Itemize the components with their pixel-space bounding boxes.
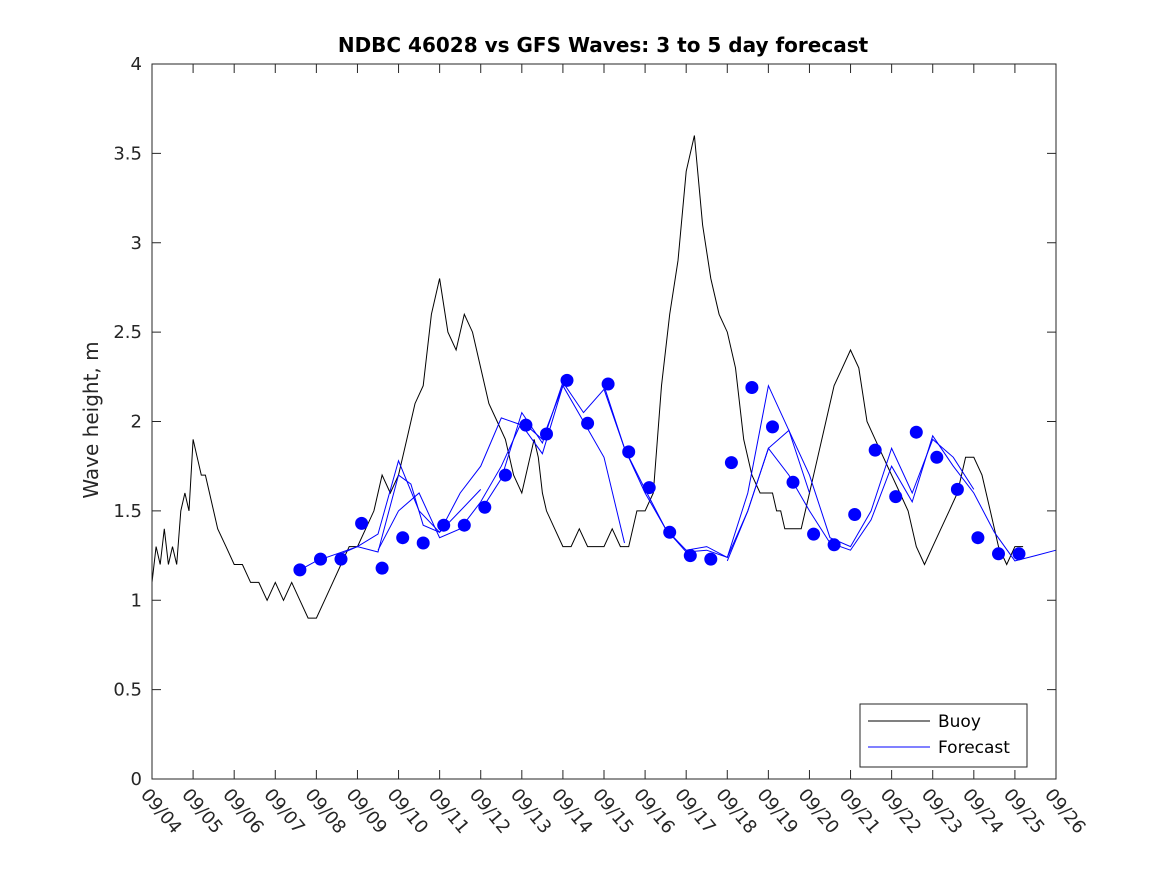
chart-title: NDBC 46028 vs GFS Waves: 3 to 5 day fore… (338, 33, 869, 57)
forecast-run-line-5 (726, 434, 1057, 562)
forecast-marker (314, 552, 327, 566)
forecast-marker (396, 531, 410, 545)
y-tick-label: 3.5 (113, 143, 142, 164)
forecast-marker (848, 508, 862, 521)
forecast-marker (950, 482, 964, 496)
forecast-marker (622, 445, 636, 459)
y-tick-label: 0 (131, 769, 142, 790)
forecast-marker (868, 443, 882, 457)
forecast-marker (642, 481, 656, 495)
forecast-marker (663, 525, 677, 539)
y-tick-label: 2.5 (113, 322, 142, 343)
forecast-marker (807, 527, 821, 541)
forecast-marker (992, 547, 1005, 561)
forecast-marker (581, 416, 595, 430)
forecast-marker (560, 373, 574, 387)
legend-box (859, 703, 1028, 768)
plot-background (152, 64, 1056, 779)
forecast-marker (971, 531, 985, 545)
forecast-marker (601, 377, 615, 391)
y-tick-label: 1.5 (113, 501, 142, 522)
legend-label-buoy: Buoy (938, 712, 981, 732)
forecast-marker (786, 475, 800, 489)
forecast-marker (293, 563, 307, 577)
forecast-marker (889, 490, 903, 504)
forecast-marker (355, 516, 369, 530)
y-tick-label: 2 (131, 412, 142, 433)
legend-label-forecast: Forecast (938, 738, 1010, 758)
forecast-marker (724, 456, 738, 470)
y-tick-label: 0.5 (113, 680, 142, 701)
forecast-marker (683, 549, 697, 563)
forecast-marker (745, 381, 759, 394)
forecast-marker (704, 552, 718, 566)
forecast-marker (334, 552, 348, 566)
forecast-marker (457, 518, 471, 532)
forecast-marker (416, 536, 430, 550)
forecast-marker (498, 468, 512, 482)
forecast-marker (1012, 547, 1026, 561)
forecast-marker (930, 450, 944, 464)
forecast-marker (540, 427, 553, 441)
forecast-marker (519, 418, 533, 432)
forecast-marker (827, 538, 841, 552)
forecast-marker (478, 500, 492, 514)
buoy-series-line (151, 135, 1024, 619)
forecast-marker (375, 561, 389, 575)
y-tick-label: 1 (131, 590, 142, 611)
forecast-marker (766, 420, 779, 434)
y-tick-label: 4 (131, 54, 142, 75)
legend: Buoy Forecast (859, 703, 1028, 768)
y-tick-label: 3 (131, 233, 142, 254)
forecast-marker (437, 518, 451, 532)
y-axis-label: Wave height, m (79, 341, 103, 498)
forecast-marker (909, 425, 923, 439)
